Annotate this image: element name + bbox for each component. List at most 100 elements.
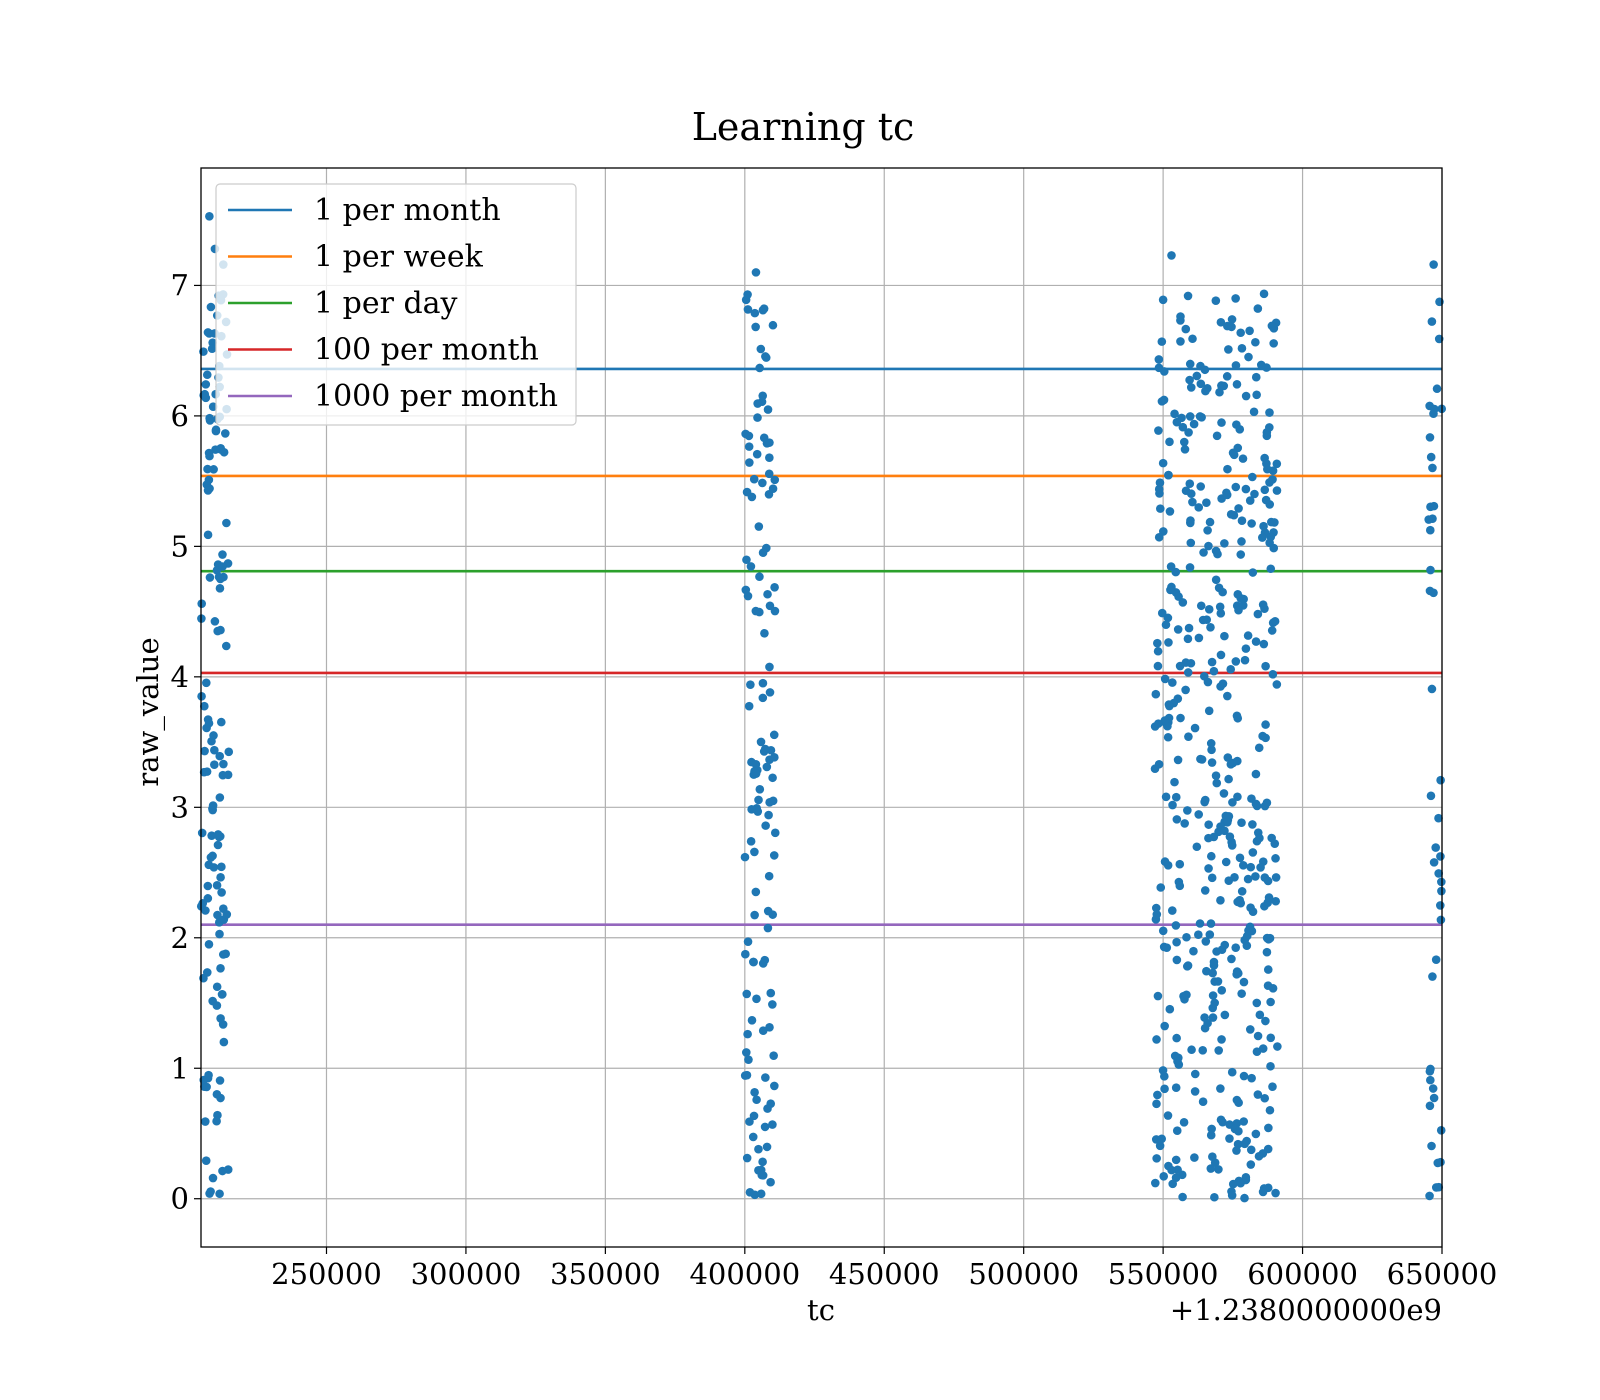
scatter-point bbox=[1434, 869, 1443, 878]
scatter-point bbox=[215, 1076, 225, 1085]
scatter-point bbox=[1181, 324, 1191, 334]
scatter-point bbox=[1173, 755, 1183, 765]
scatter-point bbox=[1425, 1101, 1435, 1111]
scatter-point bbox=[1158, 1066, 1168, 1075]
scatter-point bbox=[1227, 1191, 1237, 1200]
scatter-point bbox=[756, 737, 766, 747]
scatter-point bbox=[1186, 538, 1196, 548]
scatter-point bbox=[204, 718, 214, 728]
scatter-point bbox=[1434, 1182, 1444, 1192]
scatter-point bbox=[1428, 463, 1437, 473]
scatter-point bbox=[1158, 295, 1168, 305]
scatter-point bbox=[200, 746, 209, 756]
scatter-point bbox=[1245, 496, 1255, 505]
scatter-point bbox=[1245, 1025, 1255, 1034]
scatter-point bbox=[1227, 1067, 1237, 1077]
scatter-point bbox=[205, 211, 214, 221]
scatter-point bbox=[1194, 810, 1203, 819]
scatter-point bbox=[1212, 431, 1222, 441]
scatter-point bbox=[1152, 910, 1162, 919]
scatter-point bbox=[1217, 986, 1227, 995]
scatter-point bbox=[1253, 1090, 1263, 1099]
scatter-point bbox=[215, 793, 225, 802]
scatter-point bbox=[1247, 519, 1256, 528]
scatter-point bbox=[1228, 1179, 1238, 1189]
scatter-point bbox=[1426, 791, 1436, 801]
scatter-point bbox=[1425, 1191, 1434, 1201]
scatter-point bbox=[1204, 864, 1213, 873]
scatter-point bbox=[216, 963, 225, 973]
scatter-point bbox=[1222, 490, 1232, 500]
scatter-point bbox=[1429, 501, 1439, 511]
scatter-point bbox=[1266, 532, 1276, 542]
scatter-point bbox=[1160, 857, 1170, 866]
scatter-point bbox=[1209, 666, 1219, 676]
scatter-point bbox=[746, 837, 756, 846]
scatter-point bbox=[1258, 731, 1267, 741]
scatter-point bbox=[218, 950, 228, 959]
scatter-point bbox=[1200, 795, 1210, 805]
scatter-point bbox=[1208, 1013, 1218, 1022]
scatter-point bbox=[204, 940, 214, 949]
scatter-point bbox=[763, 405, 773, 414]
scatter-point bbox=[765, 601, 775, 611]
scatter-point bbox=[1201, 386, 1210, 396]
scatter-point bbox=[763, 923, 773, 933]
scatter-point bbox=[1426, 1075, 1435, 1085]
x-axis-offset-text: +1.2380000000e9 bbox=[1170, 1293, 1442, 1327]
scatter-point bbox=[742, 989, 752, 999]
scatter-point bbox=[1175, 881, 1185, 891]
scatter-point bbox=[1271, 854, 1280, 863]
scatter-point bbox=[1200, 886, 1210, 895]
scatter-point bbox=[1223, 753, 1233, 762]
scatter-point bbox=[1216, 609, 1226, 618]
scatter-point bbox=[1263, 464, 1272, 474]
scatter-point bbox=[1183, 634, 1193, 644]
scatter-point bbox=[1434, 813, 1443, 823]
scatter-point bbox=[763, 1104, 772, 1113]
scatter-point bbox=[752, 449, 762, 459]
scatter-point bbox=[760, 1122, 770, 1132]
x-axis-ticks: 250000 300000 350000 400000 450000 500000 5500… bbox=[271, 1247, 1497, 1291]
scatter-point bbox=[203, 530, 213, 540]
scatter-point bbox=[1236, 1178, 1245, 1188]
scatter-point bbox=[198, 899, 208, 908]
scatter-point bbox=[1198, 1046, 1208, 1055]
scatter-point bbox=[1239, 1117, 1249, 1126]
scatter-point bbox=[220, 429, 230, 438]
scatter-point bbox=[765, 1022, 774, 1032]
y-tick-label: 6 bbox=[171, 399, 189, 433]
scatter-point bbox=[743, 937, 753, 946]
scatter-point bbox=[1164, 638, 1173, 647]
scatter-point bbox=[1179, 437, 1189, 447]
scatter-point bbox=[1164, 470, 1173, 480]
y-tick-label: 1 bbox=[171, 1051, 189, 1085]
scatter-point bbox=[1187, 1045, 1196, 1055]
scatter-point bbox=[1425, 433, 1435, 442]
scatter-point bbox=[758, 1026, 768, 1035]
scatter-point bbox=[1167, 251, 1176, 260]
scatter-point bbox=[1192, 371, 1202, 381]
scatter-point bbox=[1265, 1105, 1275, 1115]
scatter-point bbox=[744, 431, 754, 441]
scatter-point bbox=[1231, 482, 1241, 492]
scatter-point bbox=[1154, 426, 1163, 435]
scatter-point bbox=[213, 840, 223, 850]
scatter-point bbox=[1196, 482, 1206, 491]
scatter-point bbox=[1262, 947, 1272, 957]
scatter-point bbox=[1220, 1010, 1230, 1020]
scatter-point bbox=[203, 464, 212, 474]
scatter-point bbox=[1241, 484, 1251, 494]
scatter-point bbox=[1436, 852, 1445, 861]
scatter-point bbox=[1216, 650, 1226, 660]
scatter-point bbox=[1432, 384, 1442, 394]
scatter-point bbox=[1252, 1047, 1262, 1057]
scatter-point bbox=[1194, 633, 1204, 643]
scatter-point bbox=[1220, 826, 1229, 836]
scatter-point bbox=[222, 910, 232, 919]
scatter-point bbox=[210, 745, 219, 755]
scatter-point bbox=[752, 994, 761, 1004]
scatter-point bbox=[758, 959, 768, 968]
scatter-point bbox=[1168, 678, 1177, 687]
scatter-point bbox=[1171, 921, 1181, 930]
